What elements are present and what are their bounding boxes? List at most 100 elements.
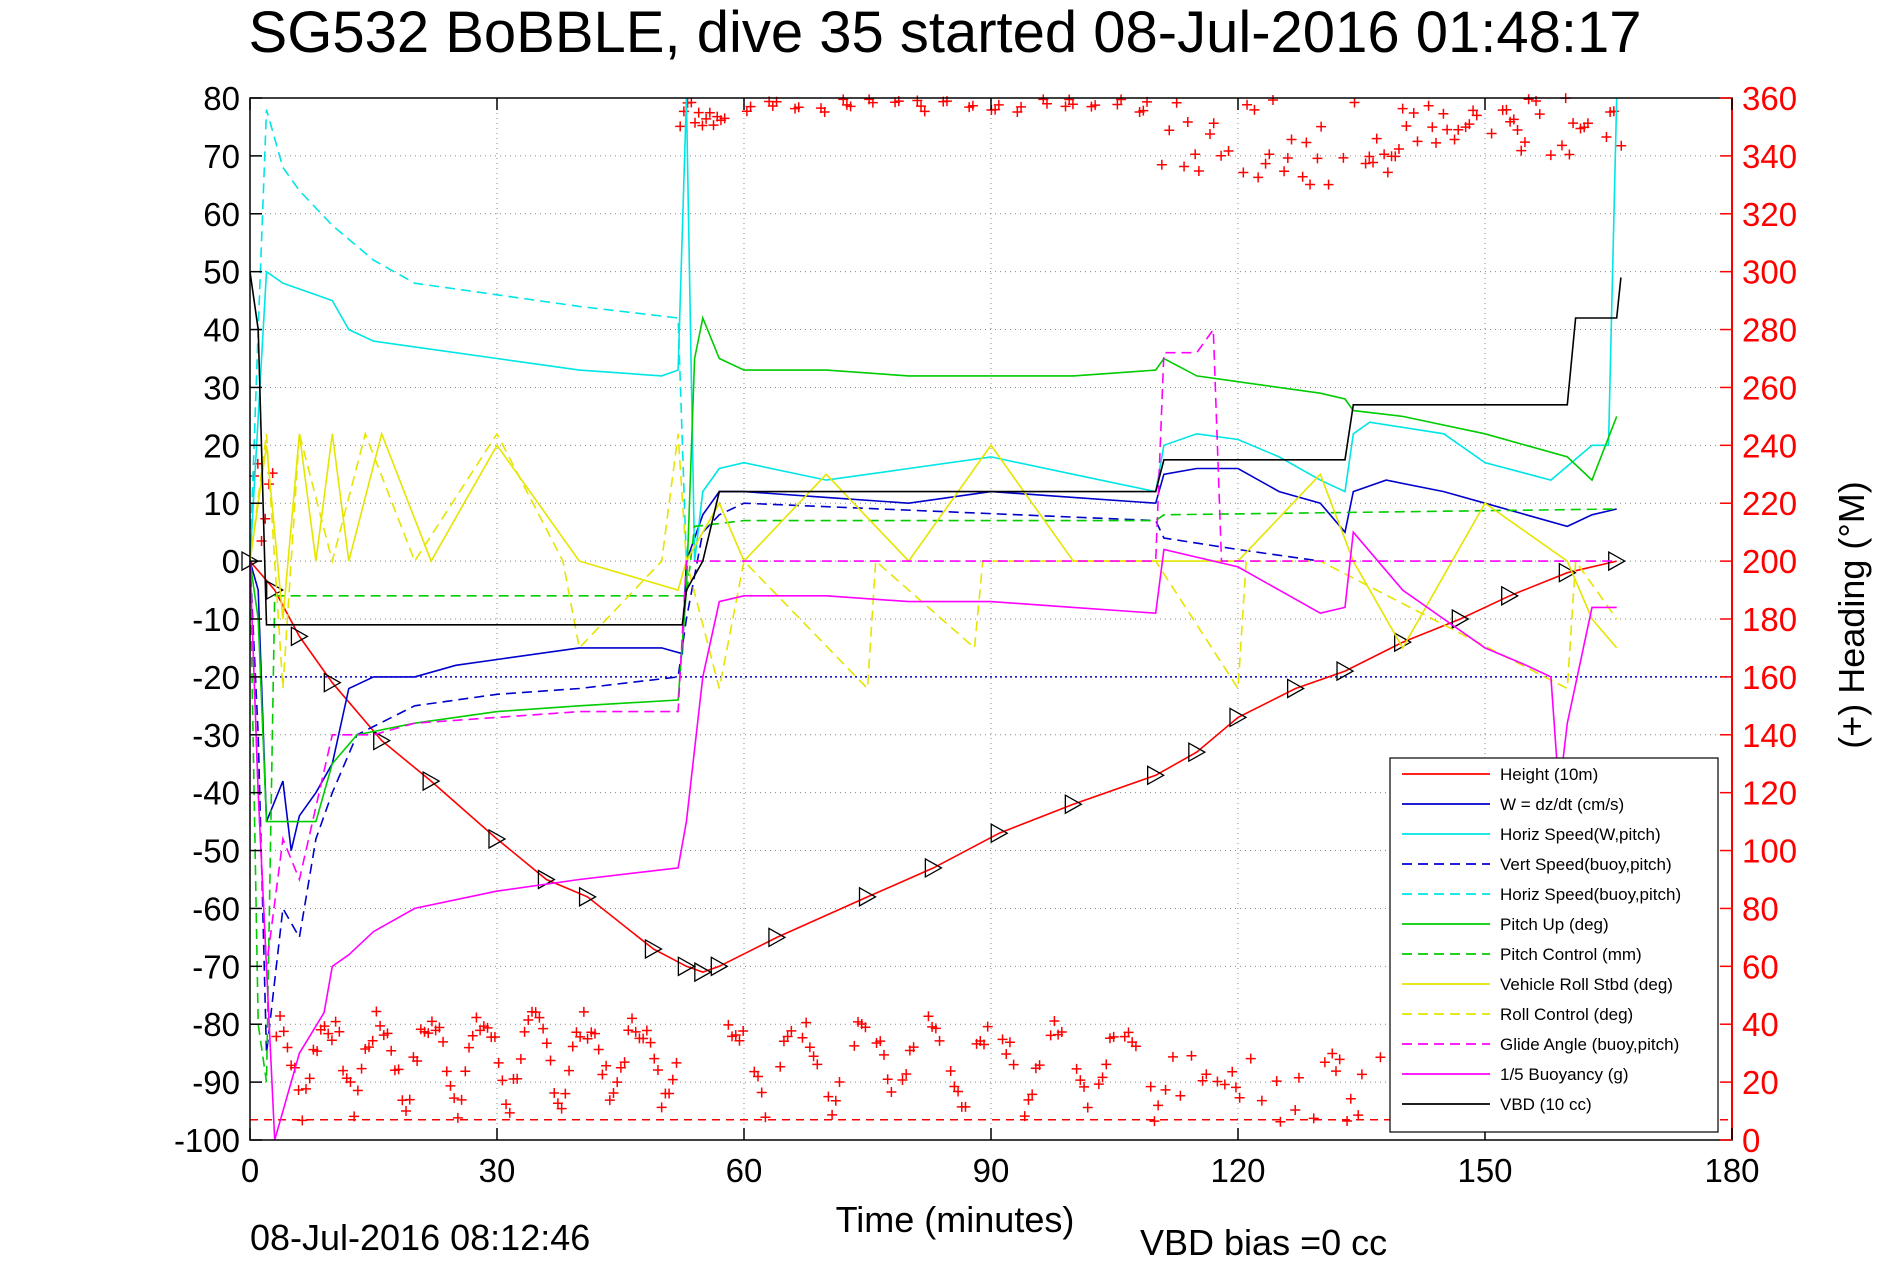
heading-point: [756, 1087, 767, 1098]
heading-point: [260, 513, 271, 524]
heading-point: [1327, 1048, 1338, 1059]
heading-point: [271, 1031, 282, 1042]
heading-point: [738, 1026, 749, 1037]
heading-point: [1545, 150, 1556, 161]
series-line: [249, 271, 1622, 626]
series-pitch-up-deg-: [249, 315, 1618, 823]
heading-point: [334, 1026, 345, 1037]
right-y-tick-label: 40: [1742, 1006, 1779, 1043]
heading-point: [560, 1088, 571, 1099]
right-y-tick-label: 300: [1742, 254, 1797, 291]
heading-point: [282, 1042, 293, 1053]
y-tick-label: -90: [192, 1064, 240, 1101]
heading-point: [1238, 167, 1249, 178]
heading-point: [1523, 94, 1534, 105]
heading-point: [1182, 116, 1193, 127]
heading-point: [867, 97, 878, 108]
heading-point: [1245, 1053, 1256, 1064]
heading-point: [838, 94, 849, 105]
heading-point: [667, 1074, 678, 1085]
x-tick-label: 90: [973, 1152, 1010, 1189]
heading-point: [686, 97, 697, 108]
series-line: [249, 109, 688, 562]
heading-point: [1342, 1115, 1353, 1126]
heading-point: [1501, 104, 1512, 115]
x-tick-label: 0: [241, 1152, 259, 1189]
heading-point: [1330, 1066, 1341, 1077]
heading-point: [278, 1026, 289, 1037]
heading-point: [1008, 1059, 1019, 1070]
series-vbd-10-cc-: [249, 271, 1622, 626]
heading-point: [1227, 1066, 1238, 1077]
heading-point: [664, 1088, 675, 1099]
heading-point: [349, 1111, 360, 1122]
heading-point: [519, 1026, 530, 1037]
series-vert-speed-buoy-pitch-: [249, 502, 1321, 1054]
heading-point: [1512, 124, 1523, 135]
heading-point: [338, 1065, 349, 1076]
heading-point: [1027, 1089, 1038, 1100]
heading-point: [1219, 1079, 1230, 1090]
heading-point: [1160, 1084, 1171, 1095]
heading-point: [1171, 97, 1182, 108]
heading-point: [375, 1020, 386, 1031]
heading-point: [1564, 149, 1575, 160]
height-marker: [290, 626, 309, 647]
height-marker: [1336, 660, 1355, 682]
heading-point: [690, 117, 701, 128]
heading-point: [1079, 1081, 1090, 1092]
heading-point: [671, 1057, 682, 1068]
heading-point: [1138, 105, 1149, 116]
heading-point: [319, 1021, 330, 1032]
heading-point: [412, 1056, 423, 1067]
y-tick-label: -40: [192, 775, 240, 812]
legend-label: Vert Speed(buoy,pitch): [1500, 855, 1672, 874]
legend-label: Horiz Speed(buoy,pitch): [1500, 885, 1681, 904]
heading-point: [330, 1016, 341, 1027]
heading-point: [1401, 120, 1412, 131]
height-marker: [323, 672, 342, 693]
heading-point: [1290, 1104, 1301, 1115]
heading-point: [675, 121, 686, 132]
heading-point: [1267, 94, 1278, 105]
x-tick-label: 150: [1457, 1152, 1512, 1189]
right-y-tick-label: 240: [1742, 427, 1797, 464]
heading-point: [252, 458, 263, 469]
right-y-tick-label: 360: [1742, 80, 1797, 117]
height-marker: [768, 927, 787, 948]
height-marker: [990, 823, 1009, 844]
heading-point: [538, 1023, 549, 1034]
y-tick-label: -100: [174, 1122, 240, 1159]
heading-point: [363, 1042, 374, 1053]
heading-point: [1464, 119, 1475, 130]
heading-point: [823, 1091, 834, 1102]
heading-point: [1356, 1069, 1367, 1080]
heading-point: [1319, 1057, 1330, 1068]
heading-point: [979, 1039, 990, 1050]
heading-point: [493, 1057, 504, 1068]
heading-point: [1486, 128, 1497, 139]
heading-point: [923, 1011, 934, 1022]
heading-point: [1556, 140, 1567, 151]
heading-point: [275, 1011, 286, 1022]
heading-point: [760, 1112, 771, 1123]
heading-point: [1216, 150, 1227, 161]
heading-point: [1286, 134, 1297, 145]
heading-point: [1093, 1079, 1104, 1090]
heading-point: [1382, 167, 1393, 178]
heading-point: [1349, 97, 1360, 108]
heading-point: [801, 1017, 812, 1028]
heading-point: [393, 1064, 404, 1075]
height-marker: [677, 956, 696, 977]
heading-point: [1431, 137, 1442, 148]
heading-point: [489, 1032, 500, 1043]
heading-point: [352, 1085, 363, 1096]
heading-point: [878, 1049, 889, 1060]
right-y-tick-label: 80: [1742, 890, 1779, 927]
heading-point: [452, 1112, 463, 1123]
heading-point: [1297, 171, 1308, 182]
heading-point: [471, 1012, 482, 1023]
heading-point: [1167, 1051, 1178, 1062]
heading-point: [1519, 137, 1530, 148]
